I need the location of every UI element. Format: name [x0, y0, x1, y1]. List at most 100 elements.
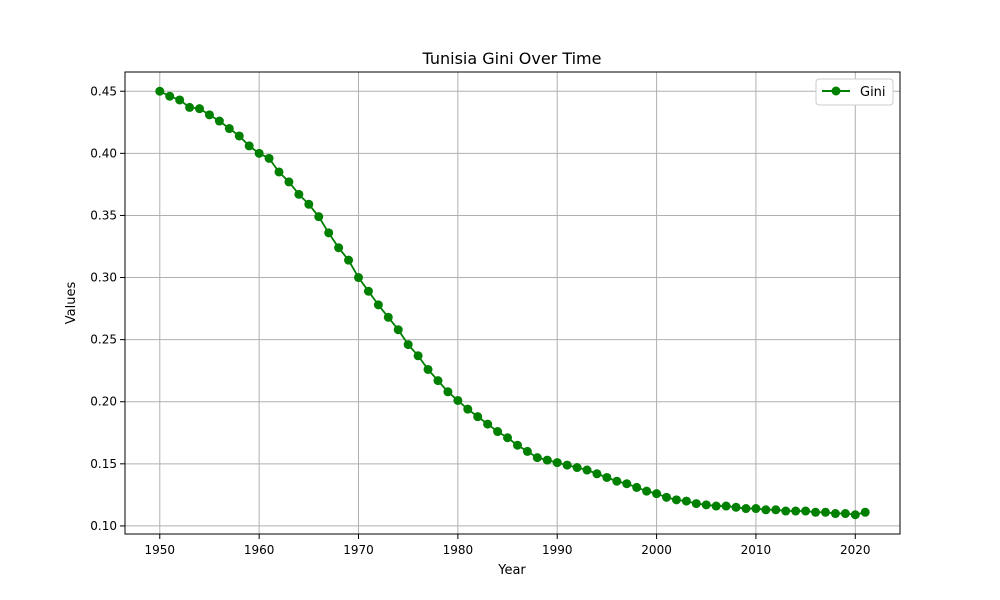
- data-point: [632, 482, 642, 492]
- data-point: [542, 455, 552, 465]
- data-point: [771, 505, 781, 515]
- data-point: [204, 110, 214, 120]
- data-point: [373, 300, 383, 310]
- data-point: [314, 212, 324, 222]
- y-tick-label: 0.20: [90, 395, 117, 409]
- data-point: [642, 486, 652, 496]
- data-point: [681, 496, 691, 506]
- y-tick-label: 0.30: [90, 271, 117, 285]
- legend: Gini: [815, 78, 894, 106]
- data-point: [463, 404, 473, 414]
- x-tick-label: 1980: [443, 543, 474, 557]
- data-point: [403, 340, 413, 350]
- data-point: [522, 446, 532, 456]
- legend-label-gini: Gini: [860, 85, 886, 100]
- x-tick-label: 2010: [741, 543, 772, 557]
- y-axis-label: Values: [64, 282, 79, 325]
- data-point: [781, 506, 791, 516]
- data-point: [175, 95, 185, 105]
- data-point: [264, 153, 274, 163]
- data-point: [393, 325, 403, 335]
- y-tick-label: 0.45: [90, 84, 117, 98]
- data-point: [224, 124, 234, 134]
- data-point: [344, 255, 354, 265]
- data-point: [582, 465, 592, 475]
- data-point: [294, 189, 304, 199]
- data-point: [562, 460, 572, 470]
- data-point: [671, 495, 681, 505]
- x-tick-label: 1960: [244, 543, 275, 557]
- data-point: [820, 507, 830, 517]
- plot-area: [124, 71, 901, 535]
- data-point: [334, 243, 344, 253]
- data-point: [662, 492, 672, 502]
- data-point: [840, 509, 850, 519]
- data-point: [602, 472, 612, 482]
- series-gini: [155, 86, 870, 520]
- data-point: [850, 510, 860, 520]
- data-point: [473, 412, 483, 422]
- data-point: [165, 91, 175, 101]
- y-tick-label: 0.25: [90, 333, 117, 347]
- data-point: [532, 453, 542, 463]
- x-tick-label: 1970: [343, 543, 374, 557]
- y-tick-label: 0.15: [90, 457, 117, 471]
- data-point: [234, 131, 244, 141]
- x-tick-label: 1950: [145, 543, 176, 557]
- data-point: [572, 463, 582, 473]
- data-point: [711, 501, 721, 511]
- data-point: [860, 507, 870, 517]
- x-tick-label: 2020: [840, 543, 871, 557]
- data-point: [721, 501, 731, 511]
- data-point: [612, 476, 622, 486]
- y-tick-label: 0.35: [90, 208, 117, 222]
- data-point: [830, 509, 840, 519]
- data-point: [244, 141, 254, 151]
- legend-box: [815, 78, 894, 106]
- data-point: [353, 273, 363, 283]
- data-point: [443, 387, 453, 397]
- data-point: [811, 507, 821, 517]
- axis-ticks: 1950 1960 1970 1980 1990 2000 2010 2020 0.10 0.15…: [90, 84, 870, 557]
- y-tick-label: 0.40: [90, 146, 117, 160]
- data-point: [274, 167, 284, 177]
- data-point: [363, 286, 373, 296]
- data-point: [503, 433, 513, 443]
- data-point: [433, 376, 443, 386]
- x-tick-label: 1990: [542, 543, 573, 557]
- x-axis-label: Year: [497, 563, 526, 578]
- x-tick-label: 2000: [641, 543, 672, 557]
- legend-marker-swatch: [831, 86, 841, 96]
- data-point: [493, 427, 503, 437]
- data-point: [512, 440, 522, 450]
- data-point: [413, 351, 423, 361]
- data-point: [652, 489, 662, 499]
- data-point: [195, 104, 205, 114]
- data-point: [483, 419, 493, 429]
- data-point: [155, 86, 165, 96]
- data-point: [741, 504, 751, 514]
- chart-title: Tunisia Gini Over Time: [422, 49, 602, 68]
- data-point: [284, 177, 294, 187]
- data-point: [701, 500, 711, 510]
- data-point: [801, 506, 811, 516]
- data-point: [622, 479, 632, 489]
- data-point: [751, 504, 761, 514]
- data-point: [552, 458, 562, 468]
- data-point: [304, 199, 314, 209]
- data-point: [254, 148, 264, 158]
- data-point: [214, 116, 224, 126]
- data-point: [185, 102, 195, 112]
- y-tick-label: 0.10: [90, 519, 117, 533]
- data-point: [423, 364, 433, 374]
- data-point: [592, 469, 602, 479]
- grid-lines: [125, 72, 900, 534]
- data-point: [453, 395, 463, 405]
- data-point: [761, 505, 771, 515]
- data-point: [691, 499, 701, 509]
- data-point: [324, 228, 334, 238]
- data-point: [383, 312, 393, 322]
- data-point: [731, 502, 741, 512]
- data-point: [791, 506, 801, 516]
